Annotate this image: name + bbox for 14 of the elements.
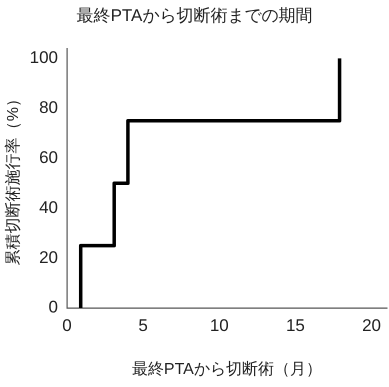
x-tick-label: 5 xyxy=(138,316,148,335)
x-tick-label: 20 xyxy=(362,316,382,335)
chart-title: 最終PTAから切断術までの期間 xyxy=(76,6,312,25)
x-tick-label: 10 xyxy=(210,316,229,335)
y-tick-label: 20 xyxy=(39,248,58,267)
x-tick-label: 15 xyxy=(286,316,305,335)
y-tick-label: 0 xyxy=(48,298,58,317)
y-tick-label: 100 xyxy=(30,48,58,68)
y-tick-label: 60 xyxy=(39,148,58,167)
x-axis-title: 最終PTAから切断術（月） xyxy=(132,360,322,378)
y-tick-label: 40 xyxy=(39,198,58,217)
y-tick-label: 80 xyxy=(39,98,58,117)
x-tick-label: 0 xyxy=(62,316,72,335)
y-axis-title: 累積切断術施行率（%） xyxy=(4,91,22,266)
